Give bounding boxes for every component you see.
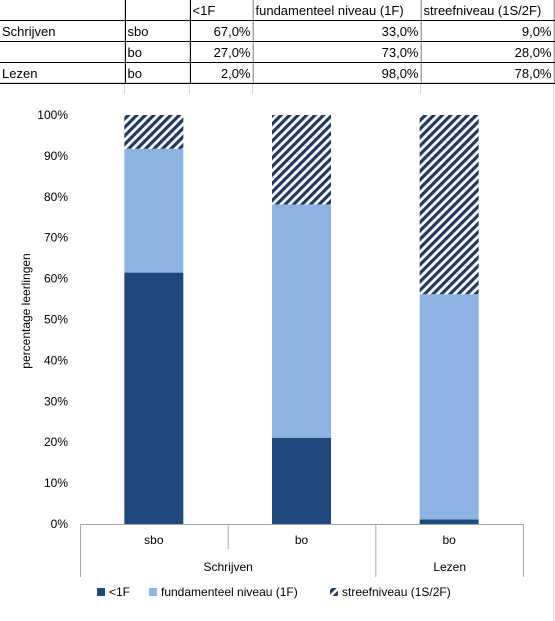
bar-segment[interactable] [419,294,479,520]
y-axis-label: percentage leerlingen [19,253,33,368]
table-cell-value[interactable]: 2,0% [190,62,254,84]
table-cell-value[interactable]: 98,0% [253,62,422,84]
header-cell-below-1f[interactable]: <1F [190,0,254,21]
table-cell-school-type[interactable]: bo [125,62,191,84]
table-cell-subject[interactable]: Lezen [0,62,126,84]
y-tick-label: 70% [44,231,68,245]
table-cell-value[interactable]: 27,0% [190,41,254,63]
y-tick-label: 30% [44,394,68,408]
header-cell[interactable] [125,0,191,21]
y-tick-label: 60% [44,272,68,286]
table-cell-school-type[interactable]: sbo [125,20,191,42]
data-table: <1F fundamenteel niveau (1F) streefnivea… [0,0,555,84]
stacked-bar-chart[interactable]: 0% 10% 20% 30% 40% 50% 60% 70% 80% 90% 100% sbo bo b… [3,94,551,618]
legend-swatch [97,588,105,596]
table-cell-subject[interactable] [0,41,126,63]
table-row: bo 27,0% 73,0% 28,0% [0,41,555,63]
table-cell-value[interactable]: 33,0% [253,20,422,42]
y-tick-label: 40% [44,353,68,367]
chart-svg: 0% 10% 20% 30% 40% 50% 60% 70% 80% 90% 100% sbo bo b… [19,108,524,599]
legend-swatch [330,588,338,596]
table-cell-value[interactable]: 78,0% [421,62,555,84]
y-tick-label: 90% [44,149,68,163]
bar-segment[interactable] [272,115,331,205]
legend-label: <1F [109,585,130,599]
y-tick-label: 20% [44,435,68,449]
bar-segment[interactable] [124,115,184,149]
bar-segment[interactable] [419,519,479,524]
x-category-label: bo [295,533,309,547]
table-cell-subject[interactable]: Schrijven [0,20,126,42]
header-cell-streefniveau[interactable]: streefniveau (1S/2F) [421,0,555,21]
legend-swatch [149,588,157,596]
bar-segment[interactable] [124,272,184,524]
bar-segment[interactable] [124,148,184,273]
x-category-label: sbo [144,533,164,547]
table-header-row: <1F fundamenteel niveau (1F) streefnivea… [0,0,555,21]
x-group-label: Schrijven [203,560,252,574]
y-tick-label: 80% [44,190,68,204]
table-cell-value[interactable]: 9,0% [421,20,555,42]
table-row: Lezen bo 2,0% 98,0% 78,0% [0,62,555,84]
x-category-label: bo [442,533,456,547]
bar-segment[interactable] [272,437,331,524]
y-tick-label: 50% [44,313,68,327]
table-cell-school-type[interactable]: bo [125,41,191,63]
table-cell-value[interactable]: 67,0% [190,20,254,42]
y-tick-label: 10% [44,476,68,490]
table-cell-value[interactable]: 73,0% [253,41,422,63]
y-tick-label: 0% [51,517,69,531]
legend-label: fundamenteel niveau (1F) [161,585,298,599]
legend-label: streefniveau (1S/2F) [342,585,451,599]
y-tick-label: 100% [37,108,68,122]
header-cell-fundamenteel[interactable]: fundamenteel niveau (1F) [253,0,422,21]
bar-segment[interactable] [419,115,479,295]
table-cell-value[interactable]: 28,0% [421,41,555,63]
header-cell[interactable] [0,0,126,21]
bar-segment[interactable] [272,204,331,438]
x-group-label: Lezen [433,560,466,574]
table-row: Schrijven sbo 67,0% 33,0% 9,0% [0,20,555,42]
